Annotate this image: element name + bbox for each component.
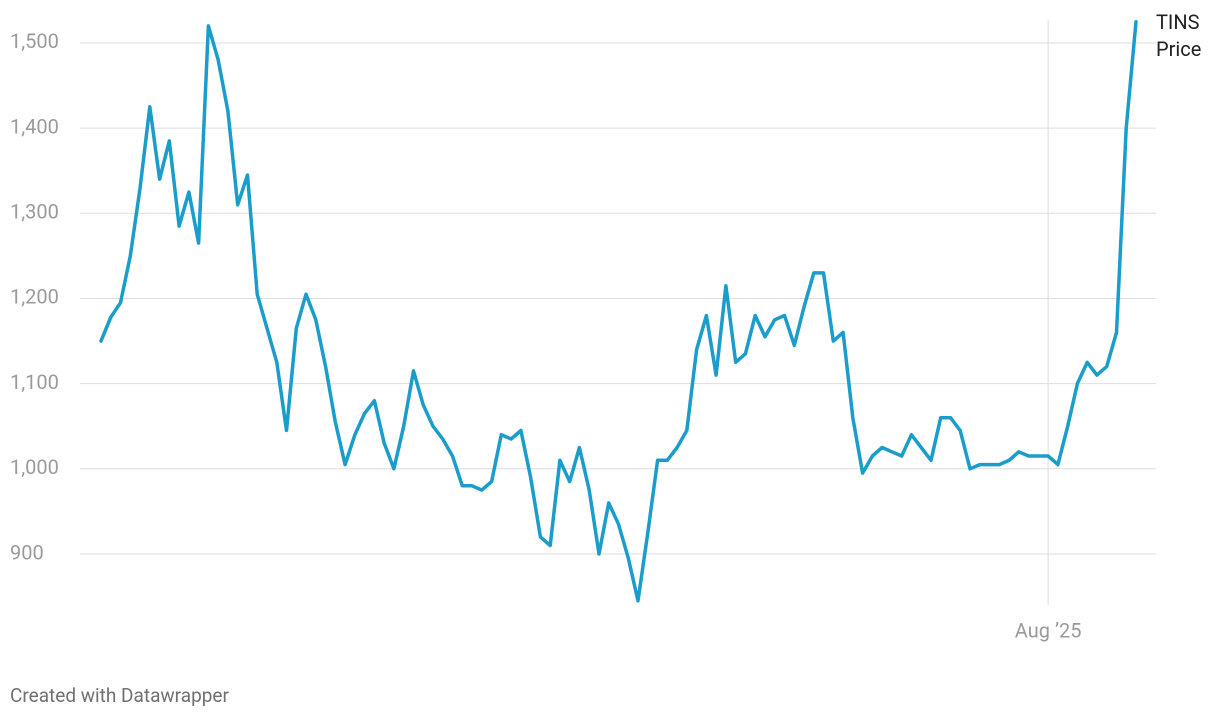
series-label: TINS Price [1156,10,1202,61]
footer: Created with Datawrapper [10,684,229,707]
y-tick-label: 1,100 [10,370,59,394]
y-tick-label: 1,500 [10,29,59,53]
x-tick-label: Aug ’25 [1015,618,1082,642]
y-tick-label: 1,000 [10,455,59,479]
price-line [99,19,1138,603]
y-tick-label: 1,200 [10,285,59,309]
y-tick-label: 1,300 [10,200,59,224]
y-tick-label: 900 [10,540,44,564]
y-tick-label: 1,400 [10,114,59,138]
